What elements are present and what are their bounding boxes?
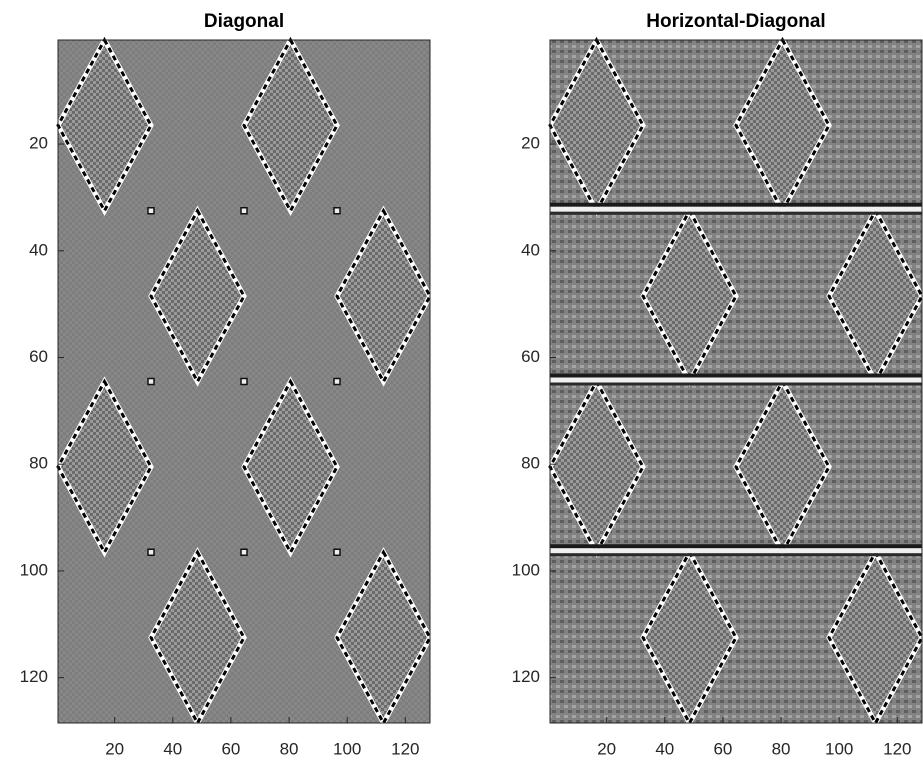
diamond-edge [734,36,831,214]
dot [333,207,341,215]
diamond-edge [149,207,246,385]
x-tick-label: 120 [883,739,911,758]
x-tick-label: 100 [825,739,853,758]
y-tick-label: 60 [521,347,540,366]
x-tick-label: 80 [772,739,791,758]
axes-box [57,39,431,724]
dot [240,548,248,556]
diamond-edge [242,378,339,556]
y-tick-label: 80 [29,454,48,473]
chart-title: Horizontal-Diagonal [646,11,825,32]
diamond-edge [641,549,738,727]
band [550,382,922,386]
band [550,202,922,207]
diamond-edge [734,378,831,556]
x-tick-label: 60 [221,739,240,758]
y-tick-label: 80 [521,454,540,473]
dot [240,207,248,215]
axes-box [549,39,923,724]
y-tick-label: 20 [29,134,48,153]
y-tick-label: 120 [512,667,540,686]
band [550,373,922,378]
diamond-edge [641,207,738,385]
diamond-edge [548,378,645,556]
x-tick-label: 20 [105,739,124,758]
y-tick-label: 40 [521,240,540,259]
diamond-edge [335,207,432,385]
band [550,548,922,554]
band [550,553,922,557]
x-tick-label: 100 [333,739,361,758]
dot [147,548,155,556]
band [550,544,922,549]
band [550,211,922,215]
dot [240,377,248,386]
x-tick-label: 20 [597,739,616,758]
dot [147,207,155,215]
chart-title: Diagonal [204,11,284,32]
dot [333,377,341,386]
band [550,377,922,383]
y-tick-label: 40 [29,240,48,259]
y-tick-label: 60 [29,347,48,366]
y-tick-label: 100 [512,560,540,579]
dot [147,377,155,386]
diamond-edge [548,36,645,214]
y-tick-label: 100 [20,560,48,579]
y-tick-label: 20 [521,134,540,153]
x-tick-label: 60 [713,739,732,758]
x-tick-label: 40 [163,739,182,758]
diamond-edge [149,549,246,727]
x-tick-label: 120 [391,739,419,758]
image [547,34,923,729]
diamond-edge [335,549,432,727]
x-tick-label: 40 [655,739,674,758]
band [550,206,922,212]
diamond-edge [827,207,923,385]
diamond-edge [242,36,339,214]
y-tick-label: 120 [20,667,48,686]
diamond-edge [56,36,153,214]
image [55,34,433,729]
diamond-edge [827,549,923,727]
x-tick-label: 80 [280,739,299,758]
dot [333,548,341,556]
diamond-edge [56,378,153,556]
